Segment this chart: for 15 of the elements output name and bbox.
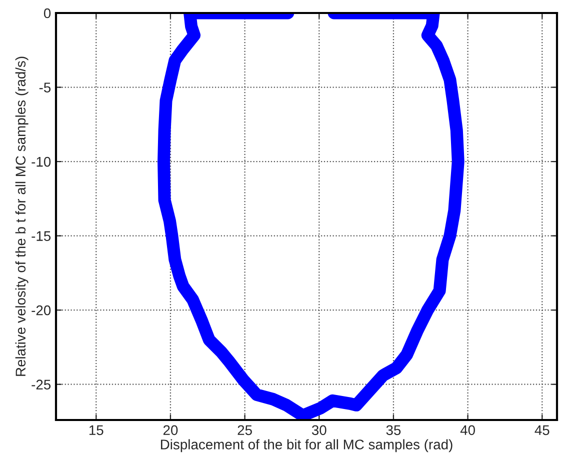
x-tick-label: 45 xyxy=(534,425,550,436)
y-tick-label: -15 xyxy=(32,231,51,241)
x-tick-label: 40 xyxy=(460,425,475,436)
x-tick-label: 35 xyxy=(386,425,401,436)
x-axis-title: Displacement of the bit for all MC samples (rad) xyxy=(160,439,452,452)
y-axis-title: Relative velosity of the b t for all MC samples (rad/s) xyxy=(15,56,28,376)
y-tick-label: 0 xyxy=(44,8,51,18)
y-tick-label: -5 xyxy=(39,82,51,92)
x-tick-label: 15 xyxy=(89,425,104,436)
y-tick-label: -25 xyxy=(32,380,51,390)
y-tick-label: -20 xyxy=(32,305,51,316)
x-tick-label: 25 xyxy=(238,425,252,436)
x-tick-label: 20 xyxy=(163,425,178,436)
y-tick-label: -10 xyxy=(32,156,51,167)
x-tick-label: 30 xyxy=(312,425,326,436)
